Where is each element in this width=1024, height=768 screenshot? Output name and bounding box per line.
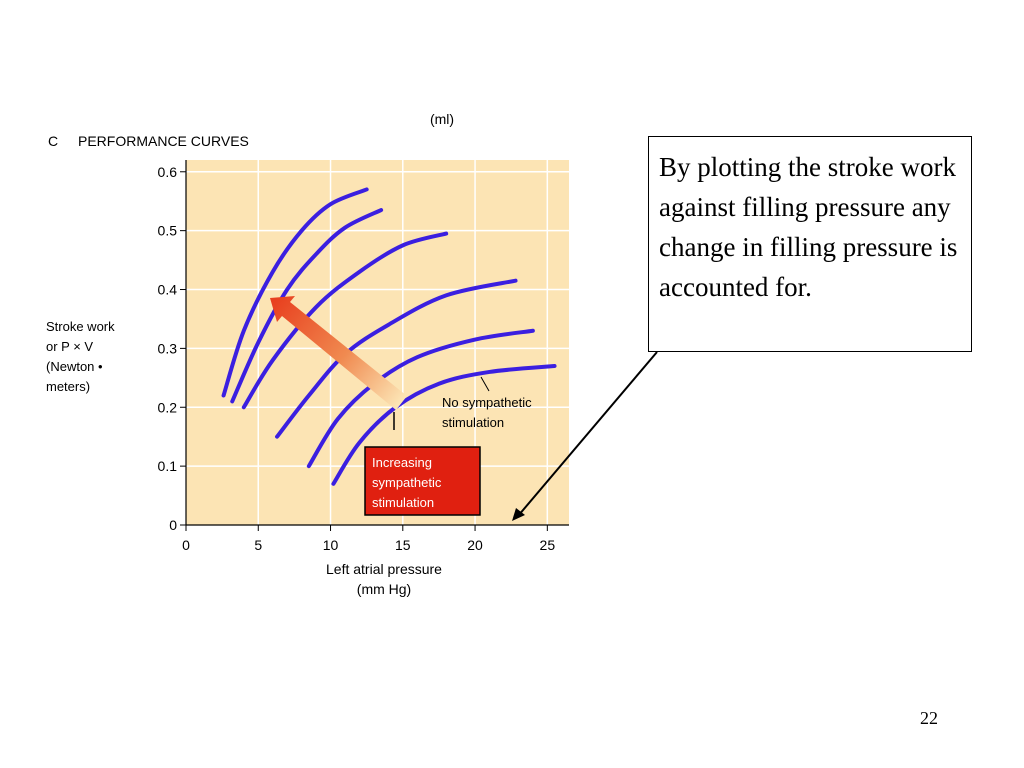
increasing-stimulation-label-3: stimulation	[372, 495, 434, 510]
chart-title: PERFORMANCE CURVES	[78, 133, 249, 149]
x-tick-label-5: 25	[540, 537, 556, 553]
slide-number: 22	[920, 708, 938, 728]
y-tick-label-6: 0.6	[158, 164, 178, 180]
performance-curve-2	[230, 208, 384, 404]
no-stimulation-label-2: stimulation	[442, 415, 504, 430]
y-axis-label-2: or P × V	[46, 339, 93, 354]
panel-label: C	[48, 133, 58, 149]
callout-pointer-line	[517, 351, 658, 517]
explanation-callout: By plotting the stroke work against fill…	[648, 136, 972, 352]
callout-pointer-arrowhead	[512, 508, 525, 521]
x-axis-label-1: Left atrial pressure	[326, 561, 442, 577]
x-tick-label-2: 10	[323, 537, 339, 553]
increasing-stimulation-box	[364, 446, 481, 516]
increasing-stimulation-label-2: sympathetic	[372, 475, 442, 490]
y-axis-label-1: Stroke work	[46, 319, 115, 334]
performance-curve-5	[306, 328, 535, 469]
y-tick-label-0: 0	[169, 517, 177, 533]
y-tick-label-3: 0.3	[158, 340, 178, 356]
no-stimulation-pointer	[480, 376, 490, 392]
x-tick-label-3: 15	[395, 537, 411, 553]
x-axis-label-2: (mm Hg)	[357, 581, 411, 597]
y-tick-label-1: 0.1	[158, 458, 178, 474]
y-tick-label-4: 0.4	[158, 282, 178, 298]
x-tick-label-4: 20	[467, 537, 483, 553]
y-axis-label-4: meters)	[46, 379, 90, 394]
performance-curve-3	[241, 231, 449, 410]
y-axis-label-3: (Newton •	[46, 359, 103, 374]
sympathetic-arrow	[270, 296, 407, 410]
x-tick-label-0: 0	[182, 537, 190, 553]
x-tick-label-1: 5	[254, 537, 262, 553]
y-tick-label-2: 0.2	[158, 399, 178, 415]
performance-curve-1	[221, 187, 369, 398]
curves	[221, 187, 557, 486]
y-tick-label-5: 0.5	[158, 223, 178, 239]
performance-curve-4	[275, 278, 518, 439]
performance-curve-6	[331, 364, 557, 486]
increasing-stimulation-label-1: Increasing	[372, 455, 432, 470]
top-unit-label: (ml)	[430, 111, 454, 127]
no-stimulation-label-1: No sympathetic	[442, 395, 532, 410]
axis-ticks: 0 5 10 15 20 25 0 0.1 0.2 0.3 0.4 0.5 0.6	[158, 164, 556, 553]
